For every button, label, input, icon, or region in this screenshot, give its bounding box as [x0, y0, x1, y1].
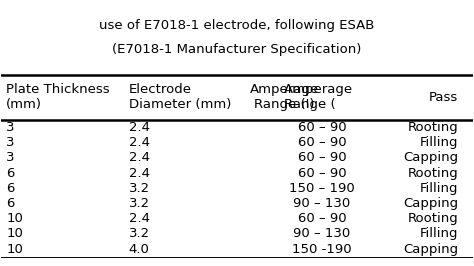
Text: 10: 10: [6, 227, 23, 240]
Text: Amperage
Range (I): Amperage Range (I): [249, 84, 319, 111]
Text: 2.4: 2.4: [128, 136, 150, 149]
Text: Rooting: Rooting: [408, 121, 458, 134]
Text: Electrode
Diameter (mm): Electrode Diameter (mm): [128, 84, 231, 111]
Text: Capping: Capping: [403, 243, 458, 256]
Text: Filling: Filling: [420, 136, 458, 149]
Text: 60 – 90: 60 – 90: [298, 136, 346, 149]
Text: Rooting: Rooting: [408, 212, 458, 225]
Text: 90 – 130: 90 – 130: [293, 227, 350, 240]
Text: 3: 3: [6, 136, 15, 149]
Text: 6: 6: [6, 182, 15, 195]
Text: 4.0: 4.0: [128, 243, 149, 256]
Text: 3.2: 3.2: [128, 227, 150, 240]
Text: Capping: Capping: [403, 197, 458, 210]
Text: 150 – 190: 150 – 190: [289, 182, 355, 195]
Text: 3.2: 3.2: [128, 197, 150, 210]
Text: 2.4: 2.4: [128, 167, 150, 180]
Text: use of E7018-1 electrode, following ESAB: use of E7018-1 electrode, following ESAB: [100, 19, 374, 32]
Text: 10: 10: [6, 212, 23, 225]
Text: Capping: Capping: [403, 151, 458, 164]
Text: 3: 3: [6, 121, 15, 134]
Text: Plate Thickness
(mm): Plate Thickness (mm): [6, 84, 109, 111]
Text: 3.2: 3.2: [128, 182, 150, 195]
Text: (E7018-1 Manufacturer Specification): (E7018-1 Manufacturer Specification): [112, 43, 362, 56]
Text: Rooting: Rooting: [408, 167, 458, 180]
Text: 60 – 90: 60 – 90: [298, 151, 346, 164]
Text: 60 – 90: 60 – 90: [298, 167, 346, 180]
Text: 2.4: 2.4: [128, 121, 150, 134]
Text: 90 – 130: 90 – 130: [293, 197, 350, 210]
Text: 60 – 90: 60 – 90: [298, 121, 346, 134]
Text: Filling: Filling: [420, 227, 458, 240]
Text: Filling: Filling: [420, 182, 458, 195]
Text: 6: 6: [6, 197, 15, 210]
Text: 10: 10: [6, 243, 23, 256]
Text: Pass: Pass: [429, 91, 458, 104]
Text: 6: 6: [6, 167, 15, 180]
Text: 2.4: 2.4: [128, 212, 150, 225]
Text: Amperage
Range (: Amperage Range (: [284, 84, 353, 111]
Text: 60 – 90: 60 – 90: [298, 212, 346, 225]
Text: 150 -190: 150 -190: [292, 243, 352, 256]
Text: 3: 3: [6, 151, 15, 164]
Text: 2.4: 2.4: [128, 151, 150, 164]
